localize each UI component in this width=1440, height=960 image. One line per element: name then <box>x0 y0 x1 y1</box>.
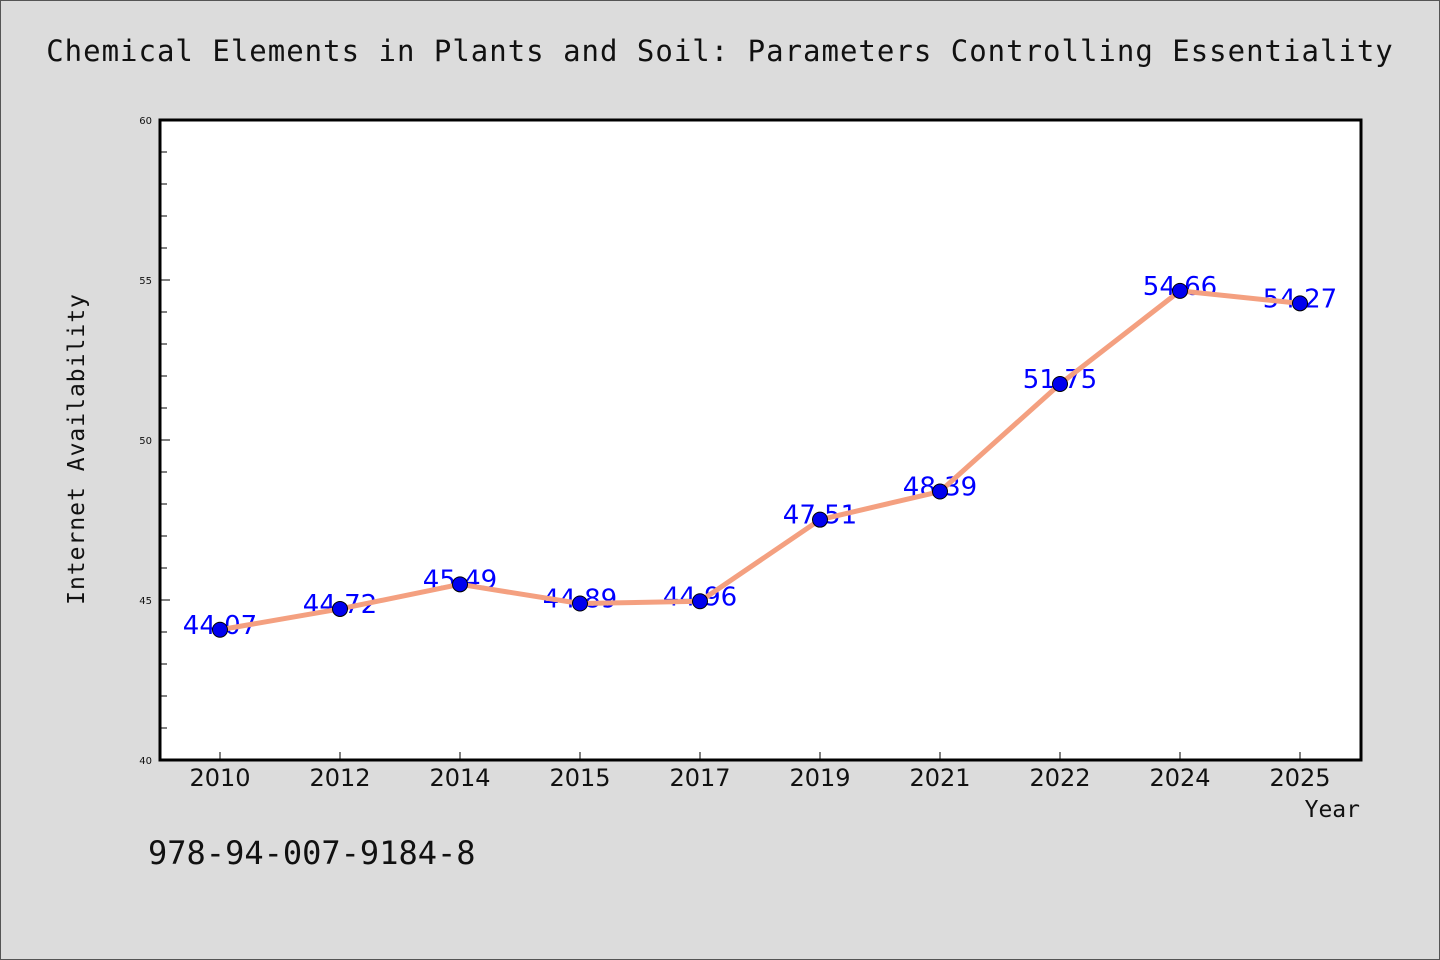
data-point <box>1172 282 1188 299</box>
data-point <box>1052 376 1068 392</box>
x-tick-label: 2021 <box>909 764 970 792</box>
data-point <box>932 483 948 500</box>
x-tick-label: 2022 <box>1029 764 1090 792</box>
y-tick-label: 40 <box>139 756 152 767</box>
x-tick-label: 2015 <box>549 764 610 792</box>
x-tick-label: 2024 <box>1149 764 1210 792</box>
y-tick-label: 45 <box>139 596 152 607</box>
data-point <box>692 593 708 610</box>
y-tick-label: 50 <box>139 436 152 447</box>
data-point <box>572 595 588 612</box>
data-point <box>332 600 348 617</box>
y-axis: 40 45 50 55 60 <box>139 116 170 767</box>
data-point <box>452 576 468 593</box>
data-point <box>212 621 228 638</box>
x-axis-label: Year <box>1304 797 1360 823</box>
chart-title: Chemical Elements in Plants and Soil: Pa… <box>46 34 1394 68</box>
x-tick-label: 2019 <box>789 764 850 792</box>
series-line <box>217 288 1303 633</box>
y-tick-label: 55 <box>139 276 152 287</box>
x-tick-label: 2017 <box>669 764 730 792</box>
x-tick-label: 2014 <box>429 764 490 792</box>
x-tick-label: 2025 <box>1269 764 1330 792</box>
data-point <box>812 511 828 528</box>
isbn-footnote: 978-94-007-9184-8 <box>148 834 476 872</box>
x-axis: 2010 2012 2014 2015 2017 2019 2021 2022 2024 2025 <box>189 752 1331 792</box>
series-group <box>212 282 1308 638</box>
data-point <box>1292 295 1308 312</box>
x-tick-label: 2010 <box>189 764 250 792</box>
x-tick-label: 2012 <box>309 764 370 792</box>
plot-area <box>158 118 1363 762</box>
y-tick-label: 60 <box>139 116 152 127</box>
